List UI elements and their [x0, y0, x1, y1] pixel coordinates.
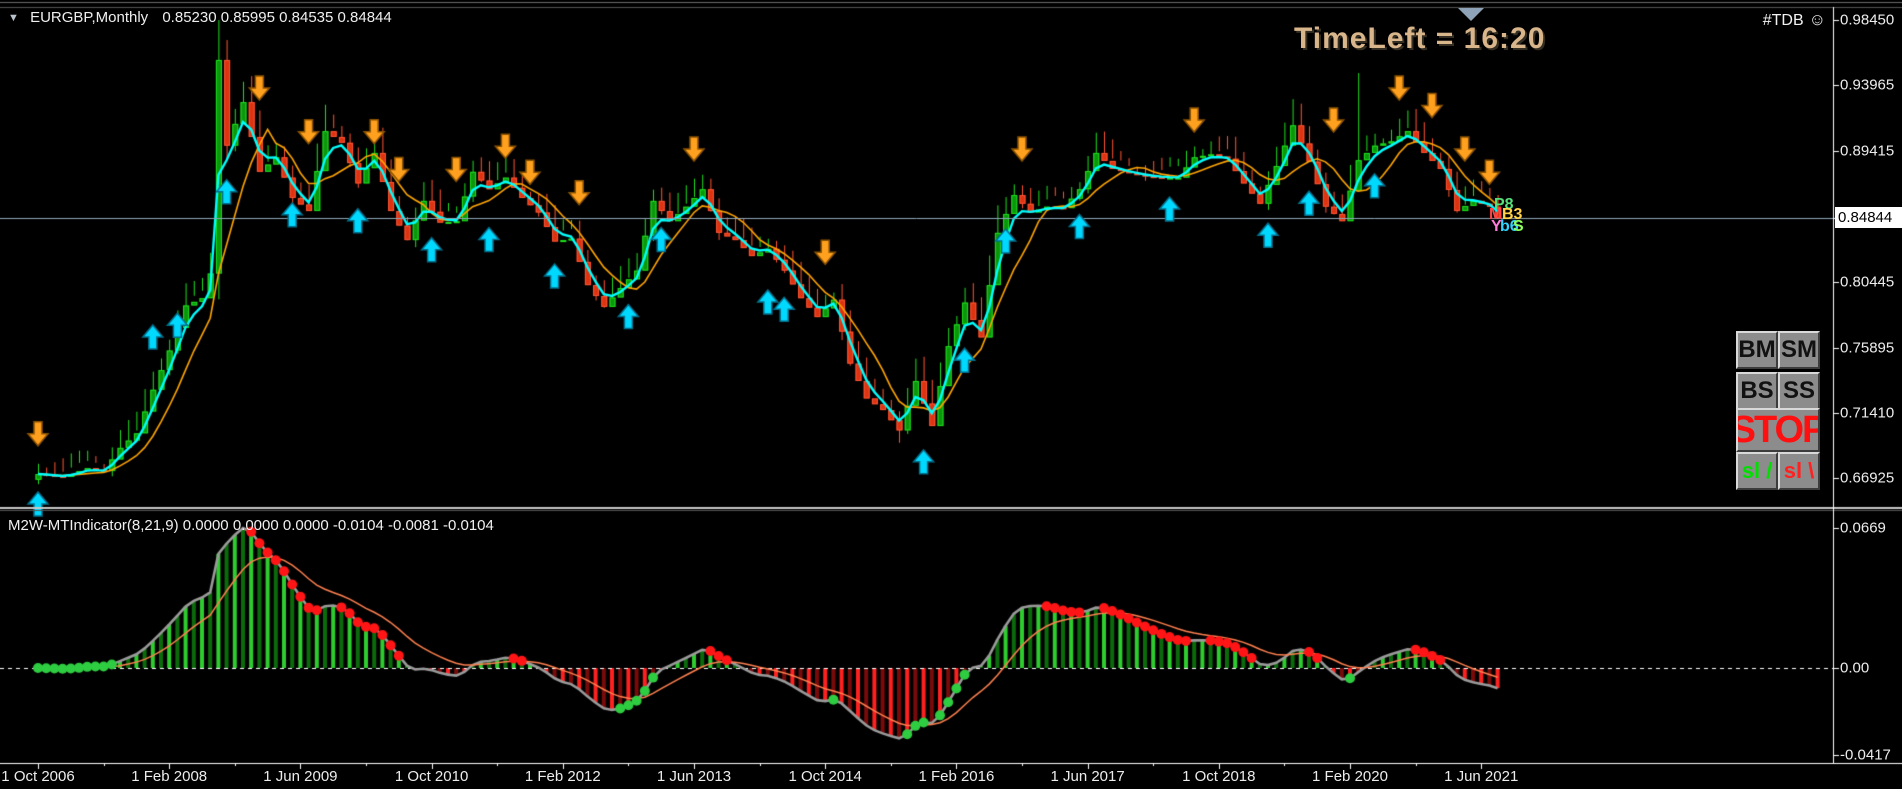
- trade-button-sl-up[interactable]: sl /: [1736, 452, 1778, 490]
- signal-glyph: Y: [1491, 218, 1502, 235]
- smiley-icon: ☺: [1808, 10, 1826, 29]
- price-axis-label: 0.89415: [1840, 142, 1895, 160]
- time-axis-label: 1 Jun 2009: [263, 768, 338, 785]
- trade-button-sm[interactable]: SM: [1778, 331, 1820, 369]
- trade-button-stop[interactable]: STOP: [1736, 408, 1820, 452]
- chart-title: ▼ EURGBP,Monthly 0.85230 0.85995 0.84535…: [8, 9, 392, 26]
- price-axis-label: 0.80445: [1840, 273, 1895, 291]
- time-axis-label: 1 Feb 2016: [918, 768, 995, 785]
- chart-shift-marker-icon[interactable]: [1458, 8, 1484, 21]
- indicator-axis-label: 0.00: [1840, 659, 1870, 677]
- price-axis-label: 0.71410: [1840, 404, 1895, 422]
- price-axis-label: 0.93965: [1840, 76, 1895, 94]
- time-axis-label: 1 Jun 2013: [656, 768, 732, 785]
- time-axis-label: 1 Jun 2021: [1444, 768, 1519, 785]
- current-price-label: 0.84844: [1835, 207, 1902, 228]
- price-axis-label: 0.75895: [1840, 339, 1895, 357]
- signal-glyph: P8: [1494, 196, 1514, 213]
- signal-glyph: b6: [1500, 218, 1519, 235]
- indicator-axis-label: -0.0417: [1840, 746, 1891, 764]
- chart-symbol-period: EURGBP,Monthly: [30, 9, 149, 26]
- signal-glyph: B3: [1502, 206, 1523, 223]
- chart-dropdown-icon[interactable]: ▼: [8, 12, 19, 24]
- time-axis-label: 1 Jun 2017: [1050, 768, 1125, 785]
- time-axis-label: 1 Feb 2008: [131, 768, 208, 785]
- trade-button-bs[interactable]: BS: [1736, 372, 1778, 410]
- signal-glyph: M: [1489, 206, 1503, 223]
- trade-button-bm[interactable]: BM: [1736, 331, 1778, 369]
- expert-name: #TDB: [1762, 12, 1804, 29]
- time-axis-label: 1 Feb 2012: [524, 768, 601, 785]
- trade-button-ss[interactable]: SS: [1778, 372, 1820, 410]
- signal-glyph: S: [1513, 218, 1524, 235]
- price-axis-label: 0.66925: [1840, 469, 1895, 487]
- time-axis-label: 1 Feb 2020: [1312, 768, 1388, 785]
- indicator-label: M2W-MTIndicator(8,21,9) 0.0000 0.0000 0.…: [8, 517, 494, 534]
- time-axis-label: 1 Oct 2006: [1, 768, 75, 785]
- trade-button-sl-down[interactable]: sl \: [1778, 452, 1820, 490]
- price-axis-label: 0.98450: [1840, 11, 1895, 29]
- time-axis-label: 1 Oct 2018: [1182, 768, 1256, 785]
- time-axis-label: 1 Oct 2014: [788, 768, 862, 785]
- chart-ohlc-values: 0.85230 0.85995 0.84535 0.84844: [162, 9, 392, 26]
- timeleft-comment: TimeLeft = 16:20: [1294, 22, 1546, 55]
- expert-watermark: #TDB ☺: [1763, 10, 1826, 30]
- indicator-axis-label: 0.0669: [1840, 519, 1886, 537]
- time-axis-label: 1 Oct 2010: [394, 768, 469, 785]
